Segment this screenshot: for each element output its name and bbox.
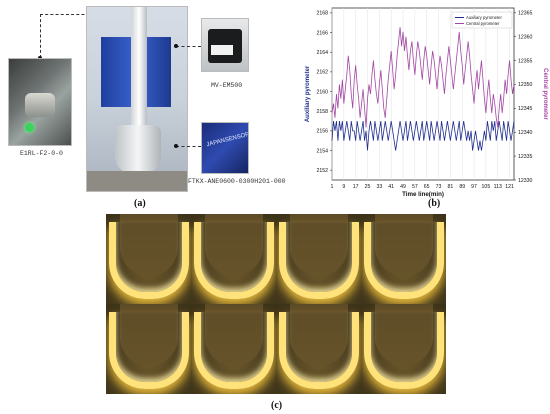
legend-box: [451, 11, 513, 29]
melt-image: [276, 304, 361, 394]
dashed-connector: [40, 14, 100, 15]
panel-b-temperature-chart: 1 9 17 25 33 41 49 57 65 73 81 89 97 105 113 121 2152 215…: [300, 0, 550, 212]
legend-entry: Auxiliary pyrometer: [466, 15, 502, 20]
camera-lens: [25, 93, 55, 117]
dashed-connector: [176, 146, 201, 147]
dashed-connector: [40, 14, 41, 58]
furnace-vessel: [115, 125, 161, 173]
y-left-axis-label: Auxiliary pyrometer: [305, 65, 311, 122]
panel-label-c: (c): [271, 400, 283, 411]
y-right-tick-label: 12365: [518, 11, 533, 17]
auxiliary-pyrometer-line: [331, 120, 515, 151]
camera-sticker: [211, 45, 233, 55]
connector-endpoint: [174, 44, 178, 48]
y-right-tick-label: 12330: [518, 178, 533, 184]
panel-a-equipment-photos: E1RL-F2-0-0 MV-EM500 JAPANSENSOR FTKX-AN…: [0, 0, 300, 209]
y-right-tick-label: 12360: [518, 34, 533, 40]
indicator-light: [25, 123, 34, 132]
pyrometer-brand-text: JAPANSENSOR: [205, 131, 249, 149]
pyrometer-line-chart: 1 9 17 25 33 41 49 57 65 73 81 89 97 105 113 121 2152 215…: [305, 7, 548, 198]
x-tick-label: 9: [342, 184, 345, 190]
legend-entry: Central pyrometer: [466, 21, 500, 26]
x-tick-label: 65: [424, 184, 430, 190]
pyrometer-model-caption: FTKX-ANE0600-0300H201-000: [188, 178, 286, 185]
meniscus-glow: [278, 222, 359, 299]
left-camera-caption: E1RL-F2-0-0: [20, 150, 63, 157]
x-tick-label: 49: [400, 184, 406, 190]
x-tick-label: 41: [388, 184, 394, 190]
x-tick-label: 25: [365, 184, 371, 190]
panel-c-melt-images: [106, 214, 446, 394]
x-tick-label: 113: [494, 184, 502, 190]
x-tick-label: 105: [482, 184, 491, 190]
y-right-tick-label: 12350: [518, 82, 533, 88]
melt-image: [106, 304, 191, 394]
melt-image: [361, 214, 446, 304]
panel-label-a: (a): [134, 198, 146, 209]
x-axis-label: Time line(min): [402, 191, 444, 198]
x-tick-label: 89: [459, 184, 465, 190]
melt-image: [361, 304, 446, 394]
y-left-tick-label: 2164: [316, 50, 328, 56]
meniscus-glow: [363, 222, 444, 299]
connector-endpoint: [174, 144, 178, 148]
y-right-tick-label: 12345: [518, 106, 533, 112]
y-left-tick-label: 2158: [316, 109, 328, 115]
x-tick-label: 33: [376, 184, 382, 190]
x-tick-label: 1: [331, 184, 334, 190]
floor-base: [87, 171, 187, 191]
dashed-connector: [176, 46, 201, 47]
meniscus-glow: [193, 222, 274, 299]
y-left-tick-label: 2160: [316, 89, 328, 95]
meniscus-glow: [363, 312, 444, 389]
melt-image: [276, 214, 361, 304]
central-pyrometer-line: [331, 27, 515, 128]
y-right-tick-label: 12355: [518, 58, 533, 64]
melt-image: [191, 304, 276, 394]
y-right-tick-label: 12335: [518, 154, 533, 160]
y-left-tick-label: 2162: [316, 70, 328, 76]
melt-image: [191, 214, 276, 304]
x-tick-label: 17: [353, 184, 359, 190]
industrial-camera-photo: [201, 18, 249, 72]
x-tick-label: 81: [447, 184, 453, 190]
meniscus-glow: [108, 312, 189, 389]
pyrometer-photo: JAPANSENSOR: [201, 122, 249, 174]
camera-model-caption: MV-EM500: [211, 82, 243, 89]
x-tick-label: 57: [412, 184, 418, 190]
furnace-apparatus-photo: [86, 6, 188, 192]
x-tick-label: 121: [505, 184, 514, 190]
furnace-column: [131, 7, 147, 137]
meniscus-glow: [278, 312, 359, 389]
panel-label-b: (b): [428, 198, 441, 209]
camera-photo-left: [8, 58, 72, 146]
y-left-tick-label: 2152: [316, 168, 328, 174]
meniscus-glow: [193, 312, 274, 389]
y-right-axis-label: Central pyrometer: [542, 68, 548, 120]
meniscus-glow: [108, 222, 189, 299]
y-left-tick-label: 2166: [316, 30, 328, 36]
y-left-tick-label: 2154: [316, 148, 328, 154]
y-left-tick-label: 2156: [316, 129, 328, 135]
y-left-tick-label: 2168: [316, 11, 328, 17]
y-right-tick-label: 12340: [518, 130, 533, 136]
x-tick-label: 97: [471, 184, 477, 190]
melt-image: [106, 214, 191, 304]
plot-area: [331, 7, 515, 181]
x-tick-label: 73: [436, 184, 442, 190]
